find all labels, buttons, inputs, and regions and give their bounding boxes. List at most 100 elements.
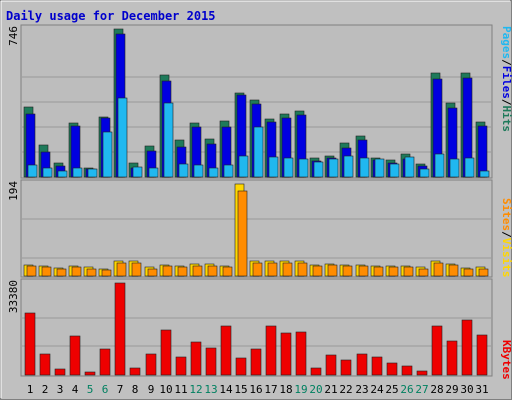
sites-bar-day-5	[86, 268, 97, 277]
sites-bar-day-14	[222, 266, 233, 277]
sites-bar-day-2	[41, 266, 52, 277]
kbytes-bar-day-21	[325, 354, 337, 376]
kbytes-bar-day-14	[220, 325, 232, 376]
sites-bar-day-11	[177, 266, 188, 277]
panel-2-bars	[23, 183, 489, 277]
x-tick-label-28: 28	[430, 383, 443, 396]
x-tick-label-11: 11	[174, 383, 187, 396]
kbytes-bar-day-5	[84, 371, 96, 376]
x-tick-label-5: 5	[87, 383, 94, 396]
pages-bar-day-17	[268, 156, 279, 178]
hits-files-pages-panel: 746 Pages/Files/Hits	[7, 24, 512, 179]
pages-bar-day-23	[359, 157, 370, 178]
sites-bar-day-15	[237, 190, 248, 277]
pages-bar-day-29	[449, 158, 460, 178]
sites-bar-day-13	[207, 265, 218, 277]
sites-bar-day-20	[312, 265, 323, 277]
kbytes-bar-day-6	[99, 348, 111, 376]
pages-bar-day-25	[389, 163, 400, 178]
x-tick-label-29: 29	[445, 383, 458, 396]
panel-2-legend: Sites/Visits	[500, 198, 512, 278]
files-bar-day-31	[477, 125, 488, 178]
pages-bar-day-12	[193, 164, 204, 178]
sites-bar-day-28	[433, 262, 444, 277]
x-tick-label-24: 24	[370, 383, 384, 396]
pages-bar-day-20	[313, 161, 324, 178]
x-tick-label-3: 3	[57, 383, 64, 396]
sites-bar-day-1	[26, 265, 37, 277]
sites-bar-day-8	[131, 262, 142, 277]
sites-bar-day-24	[373, 266, 384, 277]
sites-bar-day-12	[192, 265, 203, 277]
sites-bar-day-21	[327, 264, 338, 277]
legend-item: Visits	[500, 238, 512, 278]
x-tick-label-10: 10	[159, 383, 172, 396]
pages-bar-day-4	[72, 167, 83, 178]
x-tick-label-31: 31	[475, 383, 488, 396]
sites-bar-day-3	[56, 268, 67, 277]
kbytes-bar-day-17	[265, 325, 277, 376]
x-tick-label-1: 1	[27, 383, 34, 396]
panel-1-legend: Pages/Files/Hits	[500, 26, 512, 132]
x-tick-label-15: 15	[234, 383, 247, 396]
pages-bar-day-11	[178, 163, 189, 178]
panel-3-bars	[24, 282, 488, 376]
legend-item: Files	[500, 66, 512, 99]
kbytes-bar-day-16	[250, 348, 262, 376]
x-tick-label-2: 2	[42, 383, 49, 396]
x-tick-label-4: 4	[72, 383, 79, 396]
x-tick-label-27: 27	[415, 383, 428, 396]
pages-bar-day-27	[419, 168, 430, 178]
pages-bar-day-15	[238, 155, 249, 178]
pages-bar-day-28	[434, 153, 445, 178]
legend-item: /	[500, 99, 512, 106]
kbytes-bar-day-29	[446, 340, 458, 376]
x-axis-day-labels: 1 2 3 4 5 6 7 8 9 10 11 12 13 14 15 16 17 18 19 20 21 22 23 24 2…	[27, 383, 489, 396]
sites-bar-day-31	[478, 268, 489, 277]
pages-bar-day-9	[148, 167, 159, 178]
x-tick-label-19: 19	[294, 383, 307, 396]
legend-item: /	[500, 59, 512, 66]
sites-bar-day-22	[342, 265, 353, 277]
kbytes-bar-day-9	[145, 353, 157, 376]
pages-bar-day-8	[132, 166, 143, 178]
kbytes-bar-day-25	[386, 362, 398, 376]
kbytes-bar-day-26	[401, 365, 413, 376]
sites-bar-day-18	[282, 262, 293, 277]
visits-sites-panel: 194 Sites/Visits	[7, 179, 512, 278]
panel-3-ymax-label: 33380	[7, 280, 20, 313]
kbytes-bar-day-23	[356, 353, 368, 376]
sites-bar-day-10	[162, 265, 173, 277]
sites-bar-day-9	[147, 268, 158, 277]
sites-bar-day-26	[403, 266, 414, 277]
sites-bar-day-17	[267, 262, 278, 277]
kbytes-bar-day-7	[114, 282, 126, 376]
x-tick-label-18: 18	[279, 383, 292, 396]
sites-bar-day-16	[252, 262, 263, 277]
kbytes-bar-day-19	[295, 331, 307, 376]
kbytes-panel: 33380 KBytes	[7, 278, 512, 380]
kbytes-bar-day-13	[205, 347, 217, 376]
kbytes-bar-day-24	[371, 356, 383, 376]
x-tick-label-17: 17	[264, 383, 277, 396]
sites-bar-day-27	[418, 268, 429, 277]
x-tick-label-13: 13	[204, 383, 217, 396]
pages-bar-day-5	[87, 168, 98, 178]
pages-bar-day-6	[102, 131, 113, 178]
pages-bar-day-31	[479, 170, 490, 178]
pages-bar-day-18	[283, 157, 294, 178]
kbytes-bar-day-30	[461, 319, 473, 376]
x-tick-label-9: 9	[148, 383, 155, 396]
pages-bar-day-30	[464, 157, 475, 178]
pages-bar-day-7	[117, 97, 128, 178]
pages-bar-day-14	[223, 164, 234, 178]
chart-title: Daily usage for December 2015	[6, 9, 216, 23]
kbytes-bar-day-4	[69, 335, 81, 376]
legend-item: Sites	[500, 198, 512, 231]
pages-bar-day-2	[42, 167, 53, 178]
kbytes-bar-day-12	[190, 341, 202, 376]
legend-item: /	[500, 231, 512, 238]
kbytes-bar-day-28	[431, 325, 443, 376]
